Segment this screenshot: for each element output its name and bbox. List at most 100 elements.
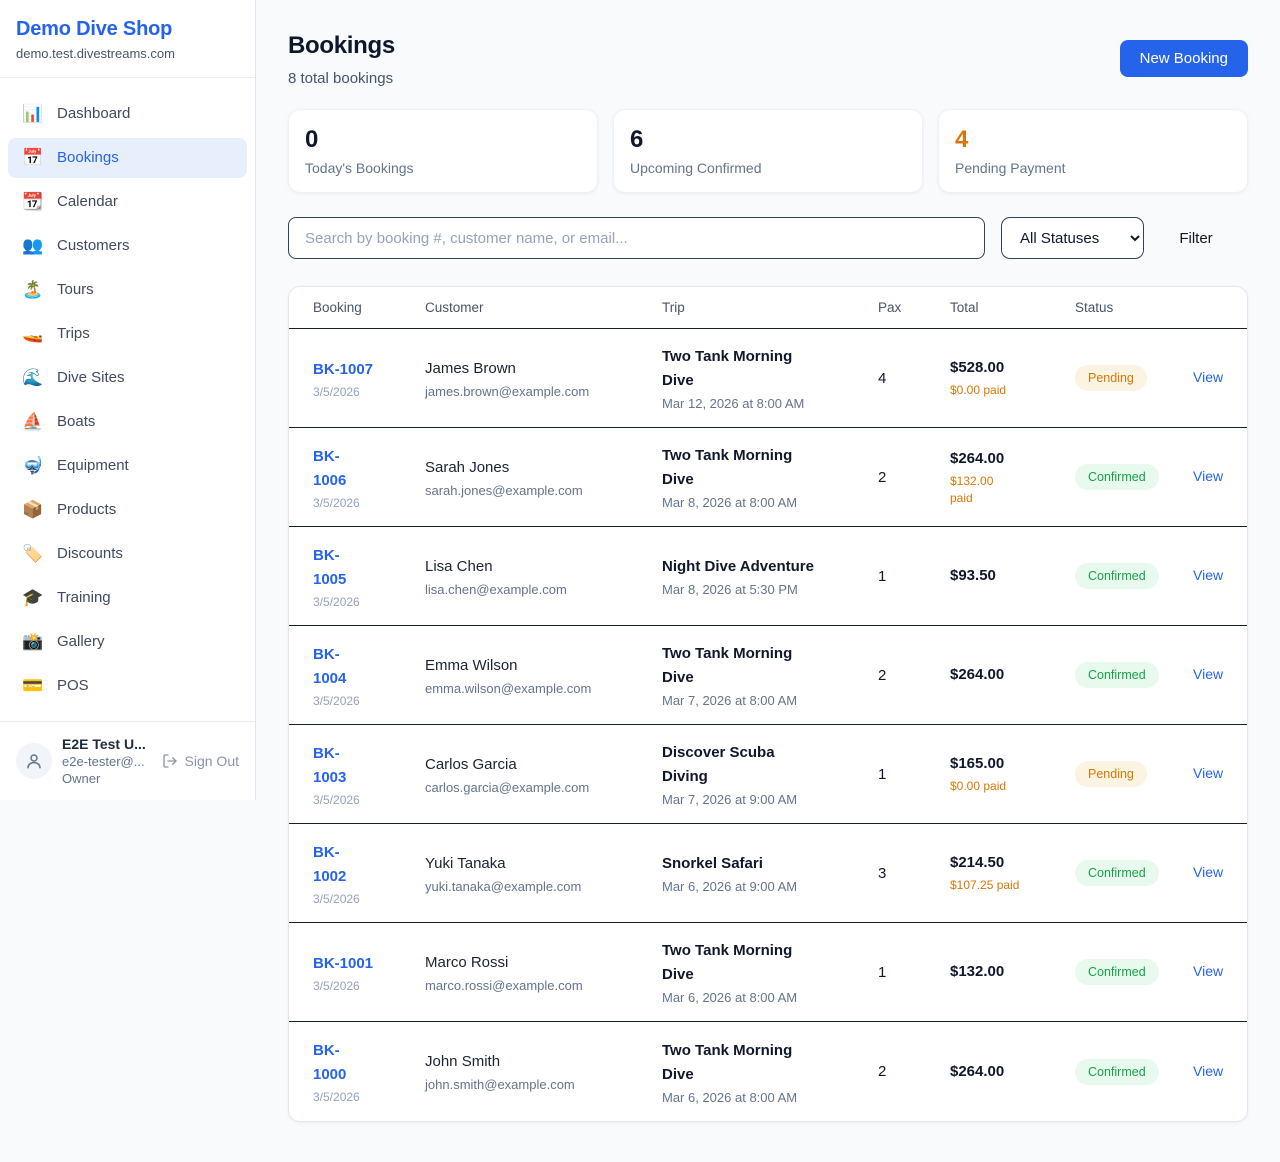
stat-label: Pending Payment	[955, 160, 1066, 177]
booking-id-link[interactable]: BK-1002	[313, 843, 347, 885]
sidebar-item-discounts[interactable]: 🏷️ Discounts	[8, 534, 247, 574]
booking-id-link[interactable]: BK-1007	[313, 360, 374, 378]
trip-datetime: Mar 12, 2026 at 8:00 AM	[662, 396, 805, 411]
sidebar-item-tours[interactable]: 🏝️ Tours	[8, 270, 247, 310]
booking-cell: BK-1002 3/5/2026	[313, 841, 425, 906]
booking-date: 3/5/2026	[313, 693, 360, 708]
booking-id-link[interactable]: BK-1004	[313, 645, 347, 687]
sidebar-spacer	[0, 714, 255, 721]
pax-count: 2	[878, 666, 887, 684]
customer-name: Sarah Jones	[425, 458, 510, 476]
trip-cell: Discover Scuba Diving Mar 7, 2026 at 9:0…	[662, 741, 878, 807]
column-header-booking: Booking	[313, 300, 362, 315]
table-header-row: Booking Customer Trip Pax Total Status	[289, 287, 1247, 329]
pax-count: 4	[878, 369, 887, 387]
trip-datetime: Mar 7, 2026 at 9:00 AM	[662, 792, 798, 807]
sidebar-item-label: Discounts	[57, 545, 123, 562]
stat-value: 0	[305, 126, 319, 153]
stats-row: 0 Today's Bookings 6 Upcoming Confirmed …	[288, 109, 1248, 193]
customers-icon: 👥	[22, 236, 44, 255]
booking-date: 3/5/2026	[313, 1090, 360, 1104]
training-icon: 🎓	[22, 588, 44, 607]
sidebar-item-bookings[interactable]: 📅 Bookings	[8, 138, 247, 178]
customer-cell: Carlos Garcia carlos.garcia@example.com	[425, 754, 662, 795]
sign-out-button[interactable]: Sign Out	[162, 753, 239, 769]
status-badge: Confirmed	[1075, 662, 1159, 688]
sidebar-item-calendar[interactable]: 📆 Calendar	[8, 182, 247, 222]
sidebar-item-trips[interactable]: 🚤 Trips	[8, 314, 247, 354]
booking-cell: BK-1007 3/5/2026	[313, 358, 425, 399]
trip-datetime: Mar 8, 2026 at 5:30 PM	[662, 582, 798, 597]
view-link[interactable]: View	[1193, 864, 1224, 880]
customer-cell: James Brown james.brown@example.com	[425, 358, 662, 399]
booking-cell: BK-1001 3/5/2026	[313, 952, 425, 993]
sidebar-item-products[interactable]: 📦 Products	[8, 490, 247, 530]
booking-id-link[interactable]: BK-1005	[313, 546, 347, 588]
status-badge: Pending	[1075, 365, 1147, 391]
trip-cell: Two Tank Morning Dive Mar 12, 2026 at 8:…	[662, 345, 878, 411]
sidebar-item-boats[interactable]: ⛵ Boats	[8, 402, 247, 442]
view-link[interactable]: View	[1193, 666, 1224, 682]
user-info: E2E Test U... e2e-tester@... Owner	[62, 736, 152, 786]
booking-id-link[interactable]: BK-1006	[313, 447, 347, 489]
booking-id-link[interactable]: BK-1001	[313, 954, 374, 972]
booking-id-link[interactable]: BK-1000	[313, 1042, 347, 1083]
search-input[interactable]	[288, 217, 985, 259]
action-cell: View	[1193, 567, 1223, 585]
stat-label: Upcoming Confirmed	[630, 160, 762, 177]
status-badge: Confirmed	[1075, 464, 1159, 490]
table-row: BK-1007 3/5/2026 James Brown james.brown…	[289, 329, 1247, 428]
sidebar-item-dive-sites[interactable]: 🌊 Dive Sites	[8, 358, 247, 398]
view-link[interactable]: View	[1193, 468, 1224, 484]
sidebar-item-customers[interactable]: 👥 Customers	[8, 226, 247, 266]
column-header-status: Status	[1075, 300, 1114, 315]
customer-name: John Smith	[425, 1053, 501, 1070]
table-row: BK-1005 3/5/2026 Lisa Chen lisa.chen@exa…	[289, 527, 1247, 626]
sidebar: Demo Dive Shop demo.test.divestreams.com…	[0, 0, 256, 800]
view-link[interactable]: View	[1193, 765, 1224, 781]
filter-button[interactable]: Filter	[1144, 230, 1248, 247]
status-cell: Confirmed	[1075, 959, 1193, 985]
sidebar-item-pos[interactable]: 💳 POS	[8, 666, 247, 706]
new-booking-button[interactable]: New Booking	[1119, 40, 1248, 77]
status-filter-select[interactable]: All Statuses	[1001, 217, 1144, 259]
view-link[interactable]: View	[1193, 1062, 1224, 1079]
customer-email: emma.wilson@example.com	[425, 680, 592, 696]
view-link[interactable]: View	[1193, 369, 1224, 385]
view-link[interactable]: View	[1193, 567, 1224, 583]
total-cell: $264.00	[950, 1061, 1075, 1083]
sidebar-item-label: Equipment	[57, 457, 129, 474]
sidebar-item-equipment[interactable]: 🤿 Equipment	[8, 446, 247, 486]
sidebar-header: Demo Dive Shop demo.test.divestreams.com	[0, 0, 255, 78]
total-cell: $528.00 $0.00 paid	[950, 357, 1075, 399]
table-row: BK-1004 3/5/2026 Emma Wilson emma.wilson…	[289, 626, 1247, 725]
customer-email: lisa.chen@example.com	[425, 581, 567, 597]
customer-name: Emma Wilson	[425, 656, 518, 674]
filter-bar: All Statuses Filter	[288, 217, 1248, 259]
pax-count: 1	[878, 963, 887, 981]
total-amount: $93.50	[950, 567, 996, 584]
total-amount: $528.00	[950, 359, 1005, 376]
pax-count: 2	[878, 1063, 887, 1080]
table-row: BK-1006 3/5/2026 Sarah Jones sarah.jones…	[289, 428, 1247, 527]
sidebar-item-training[interactable]: 🎓 Training	[8, 578, 247, 618]
customer-cell: Lisa Chen lisa.chen@example.com	[425, 556, 662, 597]
view-link[interactable]: View	[1193, 963, 1224, 979]
status-cell: Confirmed	[1075, 563, 1193, 589]
trip-datetime: Mar 6, 2026 at 9:00 AM	[662, 879, 798, 894]
action-cell: View	[1193, 369, 1223, 387]
amount-paid: $0.00 paid	[950, 383, 1007, 397]
booking-id-link[interactable]: BK-1003	[313, 744, 347, 786]
shop-domain: demo.test.divestreams.com	[16, 46, 175, 61]
person-icon	[27, 754, 41, 769]
action-cell: View	[1193, 1063, 1223, 1081]
status-cell: Pending	[1075, 365, 1193, 391]
sidebar-item-label: Bookings	[57, 149, 119, 166]
sidebar-item-dashboard[interactable]: 📊 Dashboard	[8, 94, 247, 134]
table-row: BK-1002 3/5/2026 Yuki Tanaka yuki.tanaka…	[289, 824, 1247, 923]
trip-name: Two Tank Morning Dive	[662, 942, 793, 983]
sidebar-item-label: Boats	[57, 413, 96, 430]
sidebar-item-gallery[interactable]: 📸 Gallery	[8, 622, 247, 662]
main-content: Bookings 8 total bookings New Booking 0 …	[256, 0, 1280, 1153]
sidebar-item-label: Training	[57, 589, 111, 606]
